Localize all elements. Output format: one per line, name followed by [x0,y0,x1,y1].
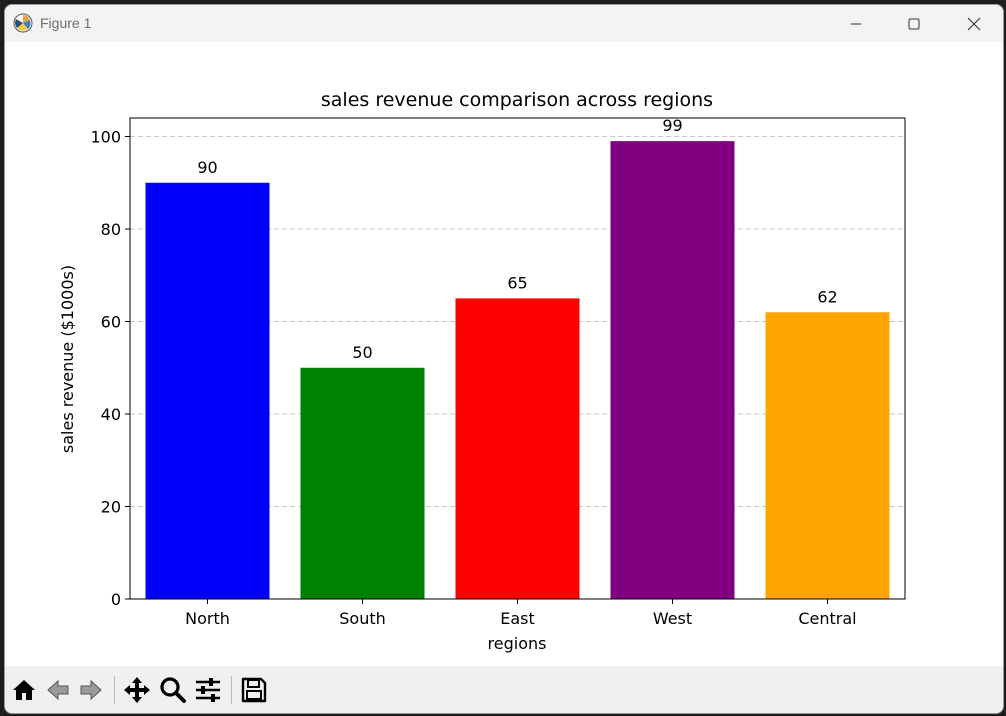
configure-subplots-button[interactable] [193,675,223,705]
y-tick-label: 0 [111,590,121,609]
data-label: 90 [197,158,217,177]
maximize-icon [908,18,920,29]
x-tick-label: North [185,609,230,628]
y-tick-label: 20 [101,498,121,517]
y-tick-label: 100 [90,128,121,147]
configure-subplots-icon [196,678,220,702]
x-tick-label: East [500,609,535,628]
x-tick-label: South [339,609,386,628]
minimize-button[interactable] [827,5,885,42]
pan-button[interactable] [122,675,152,705]
figure-window: Figure 1 90 50 65 99 62 0 20 40 60 80 100 North So… [4,4,1004,714]
toolbar-separator [231,676,232,704]
bar-chart: 90 50 65 99 62 0 20 40 60 80 100 North South East We… [58,89,906,653]
x-tick-label: Central [798,609,856,628]
window-title: Figure 1 [40,15,92,31]
y-tick-label: 40 [101,405,121,424]
home-button[interactable] [9,675,39,705]
matplotlib-icon [13,13,33,33]
navigation-toolbar [5,666,1003,713]
figure-canvas[interactable]: 90 50 65 99 62 0 20 40 60 80 100 North South East We… [5,42,1003,666]
bar-east [455,298,580,599]
data-label: 62 [817,287,837,306]
back-button[interactable] [43,675,73,705]
forward-button[interactable] [76,675,106,705]
toolbar-separator [114,676,115,704]
data-label: 50 [352,343,372,362]
y-axis-label: sales revenue ($1000s) [58,265,77,453]
back-arrow-icon [47,679,69,701]
bar-south [300,367,425,599]
title-bar[interactable]: Figure 1 [5,5,1003,42]
y-tick-label: 80 [101,220,121,239]
forward-arrow-icon [80,679,102,701]
save-button[interactable] [239,675,269,705]
data-label: 99 [662,116,682,135]
minimize-icon [851,23,861,24]
bar-central [765,312,890,599]
x-axis-label: regions [488,634,547,653]
y-tick-label: 60 [101,313,121,332]
bar-north [145,182,270,599]
chart-title: sales revenue comparison across regions [321,89,713,111]
maximize-button[interactable] [885,5,943,42]
close-icon [967,17,981,30]
pan-move-icon [124,677,150,703]
home-icon [13,680,35,700]
bar-west [610,141,735,599]
save-floppy-icon [241,677,267,703]
x-tick-label: West [653,609,692,628]
zoom-magnifier-icon [160,677,186,703]
zoom-button[interactable] [158,675,188,705]
close-button[interactable] [945,5,1003,42]
data-label: 65 [507,273,527,292]
